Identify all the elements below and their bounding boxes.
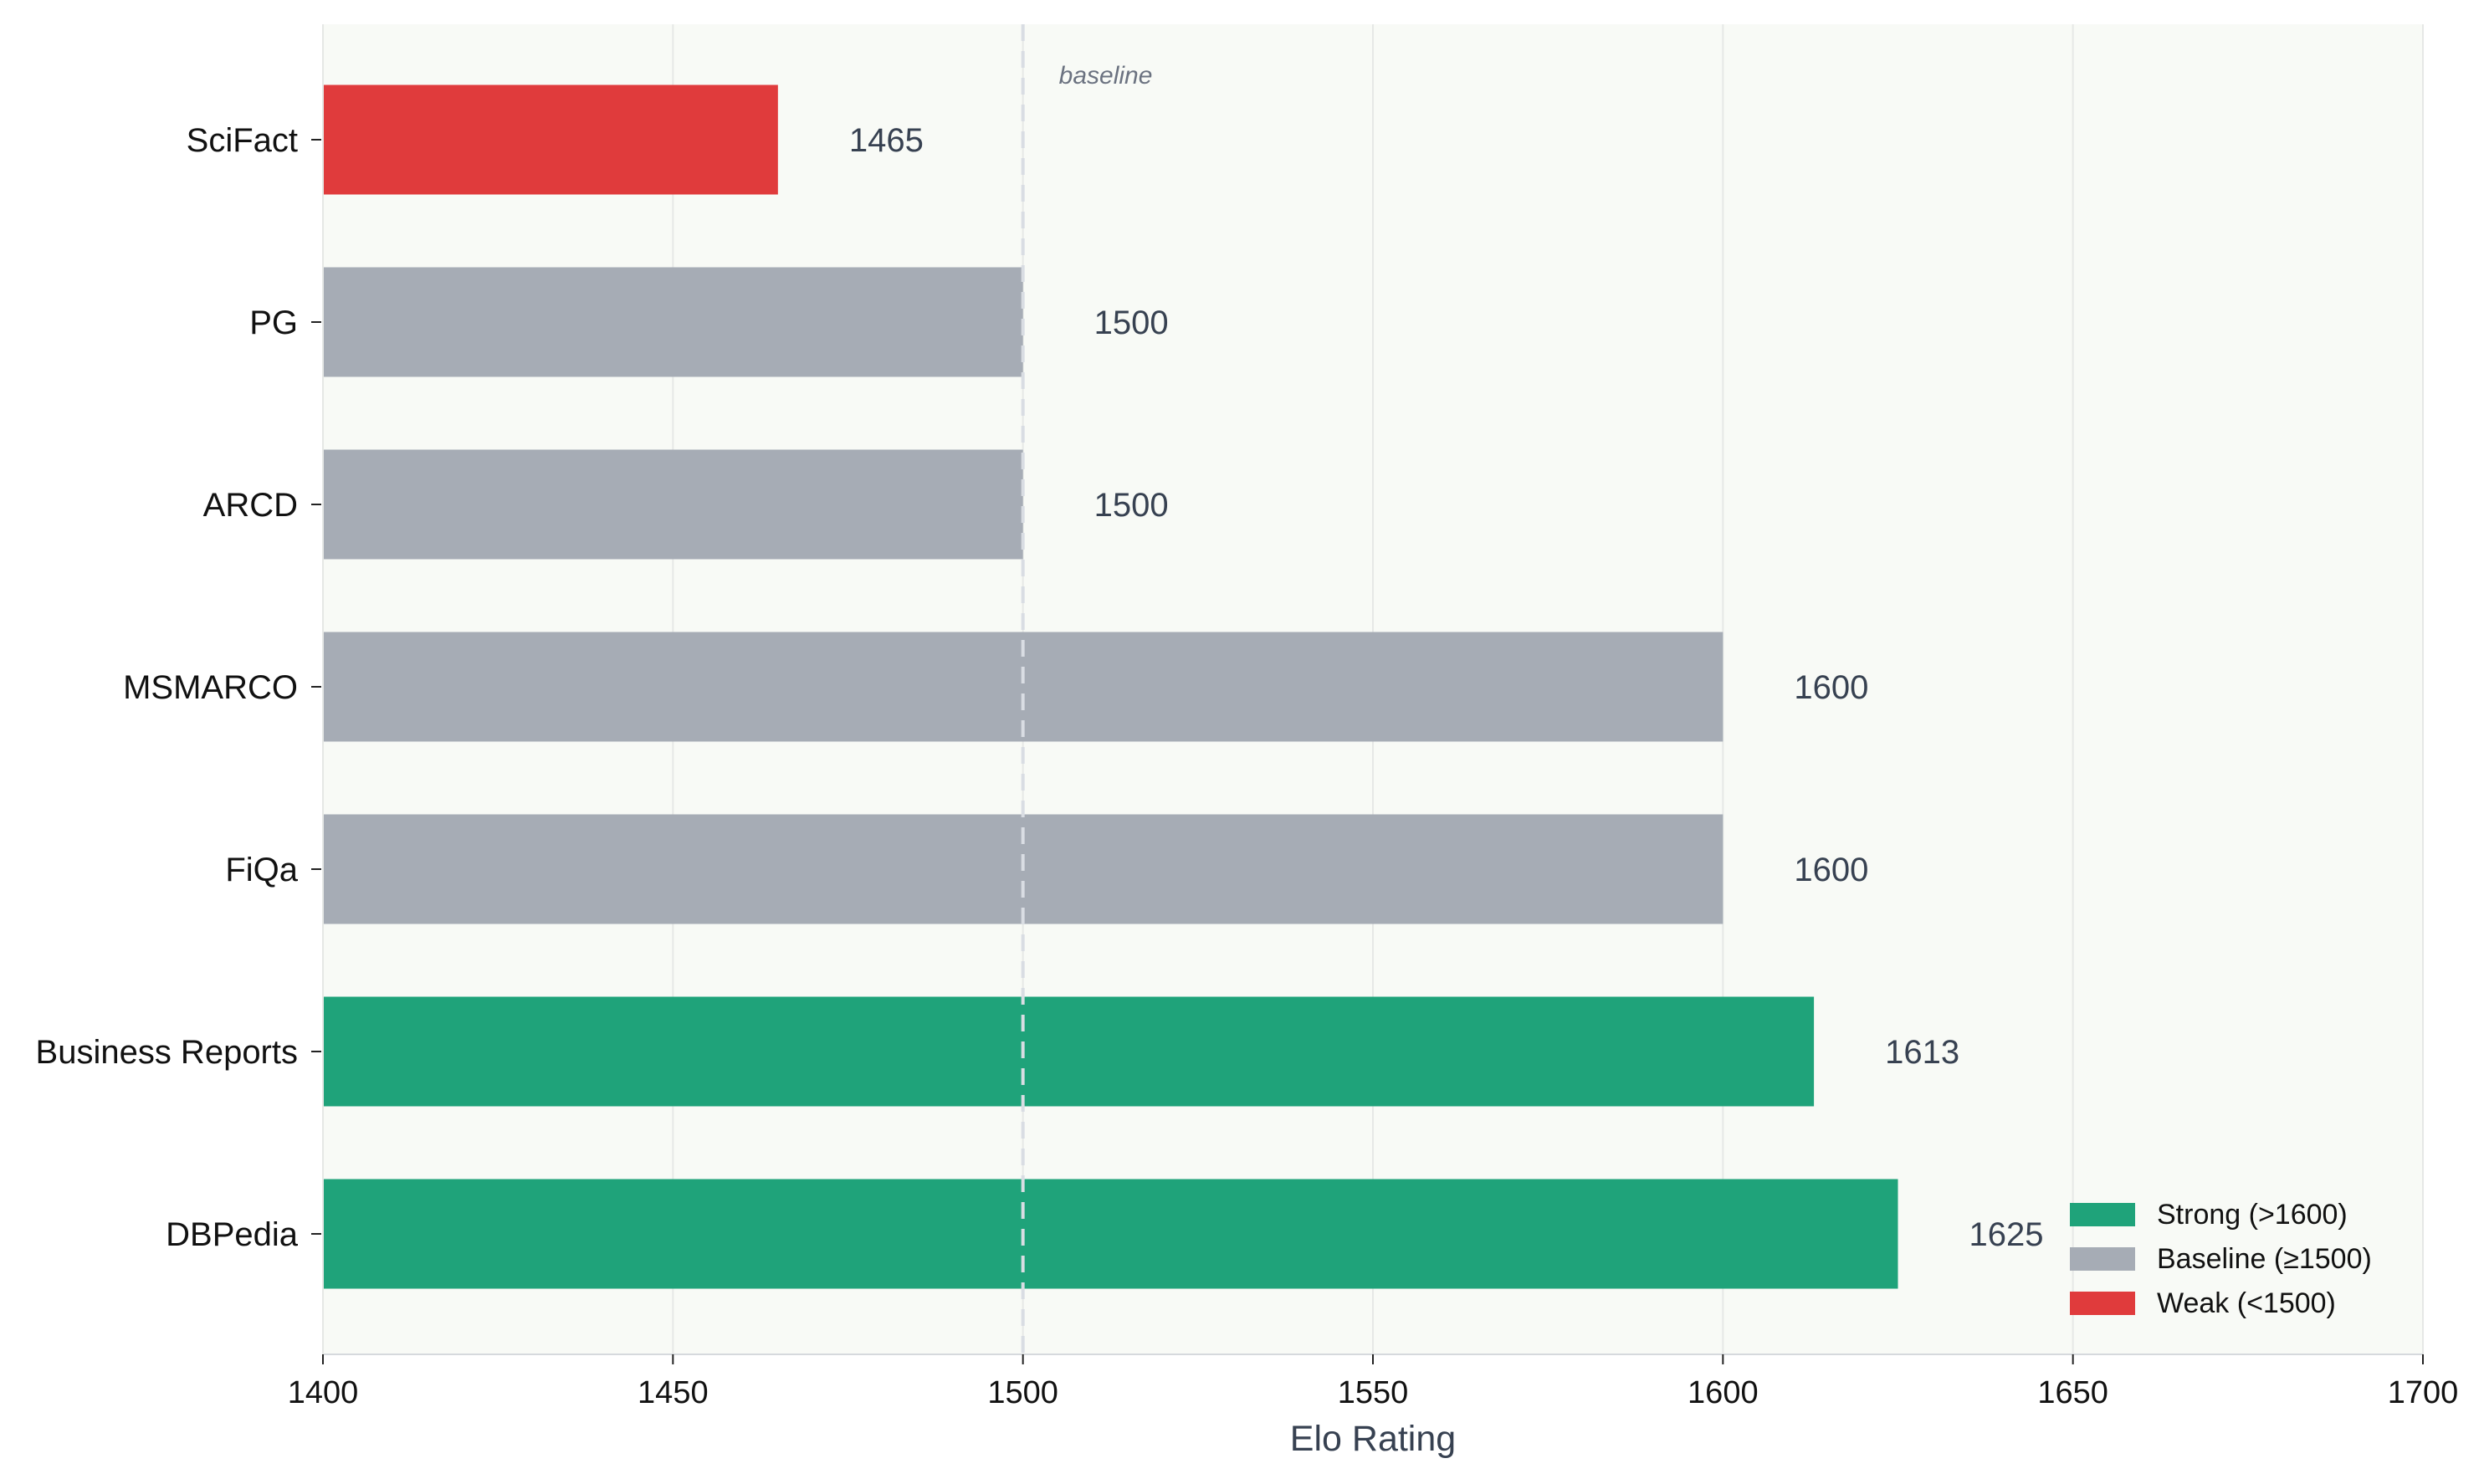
value-label-arcd: 1500	[1094, 487, 1169, 524]
value-label-dbpedia: 1625	[1969, 1216, 2044, 1253]
x-tick-label-1450: 1450	[638, 1375, 709, 1410]
x-tick-label-1400: 1400	[288, 1375, 359, 1410]
legend-label-strong-1600: Strong (>1600)	[2157, 1199, 2348, 1231]
value-label-pg: 1500	[1094, 304, 1169, 341]
x-tick-label-1650: 1650	[2037, 1375, 2108, 1410]
legend-swatch-baseline-1500	[2070, 1247, 2135, 1271]
bar-dbpedia	[323, 1179, 1898, 1289]
y-axis-ticks: SciFact PG ARCD MSMARCO FiQa Business Reports…	[36, 122, 321, 1253]
bars	[323, 84, 1898, 1289]
y-tick-label-fiqa: FiQa	[225, 852, 298, 888]
bar-pg	[323, 267, 1023, 377]
x-tick-label-1700: 1700	[2388, 1375, 2459, 1410]
legend-label-baseline-1500: Baseline (≥1500)	[2157, 1243, 2372, 1275]
y-tick-label-scifact: SciFact	[187, 122, 298, 159]
bar-scifact	[323, 84, 778, 195]
value-labels: 1465 1500 1500 1600 1600 1613 1625	[849, 122, 2044, 1253]
y-tick-label-dbpedia: DBPedia	[166, 1216, 299, 1253]
y-tick-label-arcd: ARCD	[203, 487, 298, 524]
legend: Strong (>1600) Baseline (≥1500) Weak (<150…	[2070, 1199, 2372, 1319]
y-tick-label-business-reports: Business Reports	[36, 1034, 298, 1071]
x-tick-label-1500: 1500	[987, 1375, 1058, 1410]
legend-swatch-strong-1600	[2070, 1203, 2135, 1226]
value-label-scifact: 1465	[849, 122, 924, 159]
bar-business-reports	[323, 996, 1815, 1107]
bar-arcd	[323, 449, 1023, 560]
x-axis-title: Elo Rating	[1290, 1419, 1456, 1459]
legend-swatch-weak-1500	[2070, 1292, 2135, 1315]
legend-label-weak-1500: Weak (<1500)	[2157, 1287, 2336, 1319]
y-tick-label-msmarco: MSMARCO	[123, 669, 298, 706]
baseline-reference-label: baseline	[1059, 62, 1153, 90]
x-tick-label-1600: 1600	[1688, 1375, 1759, 1410]
y-tick-label-pg: PG	[249, 304, 298, 341]
reference-line-group: baseline	[1021, 24, 1153, 1354]
x-tick-label-1550: 1550	[1338, 1375, 1409, 1410]
value-label-fiqa: 1600	[1794, 852, 1868, 888]
x-axis-ticks: 1400 1450 1500 1550 1600 1650 1700	[288, 1354, 2459, 1410]
value-label-business-reports: 1613	[1885, 1034, 1959, 1071]
value-label-msmarco: 1600	[1794, 669, 1868, 706]
